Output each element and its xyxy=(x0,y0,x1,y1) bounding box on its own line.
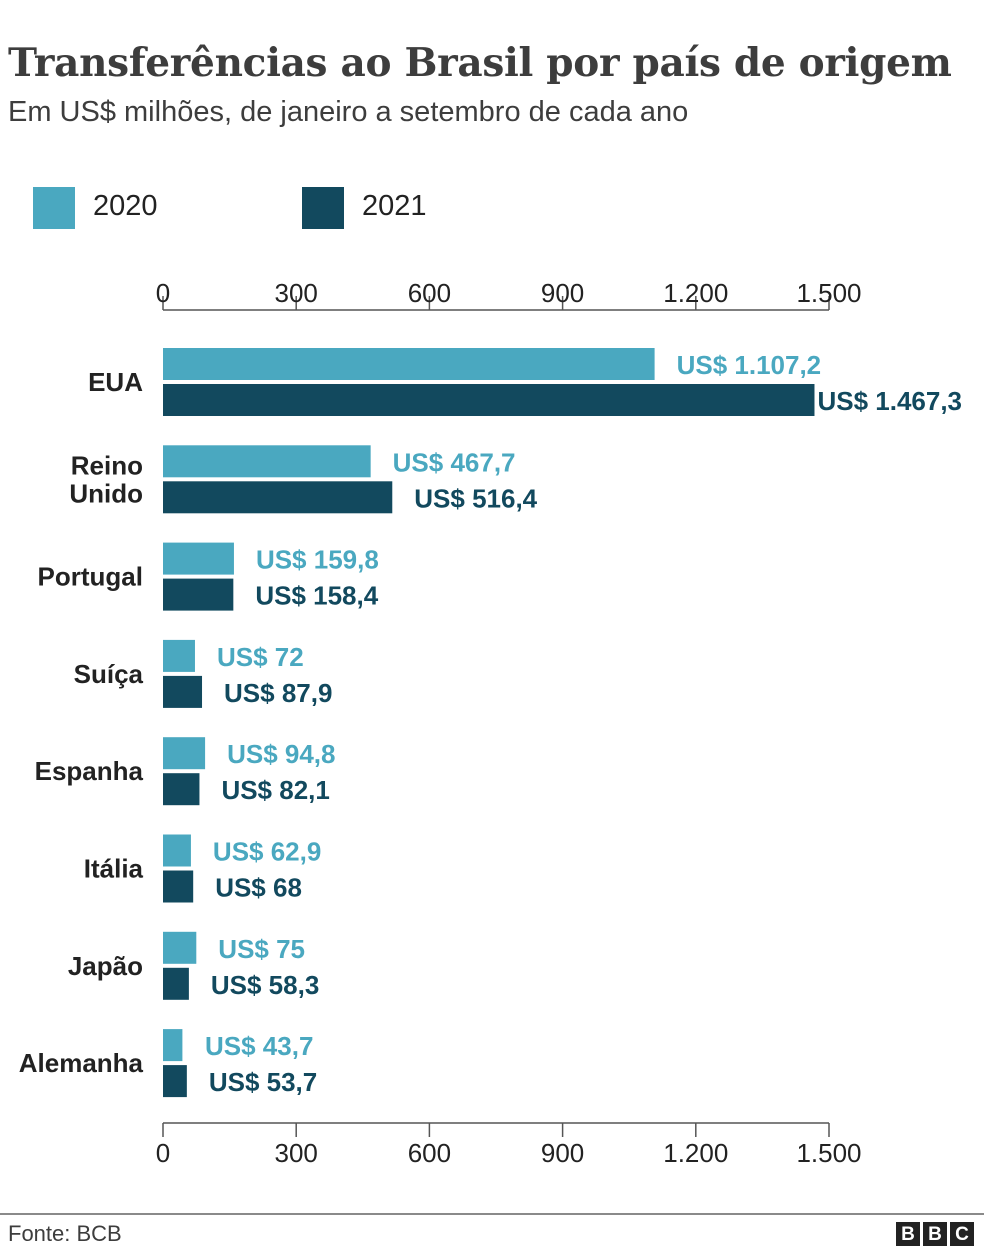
value-label-2021-1: US$ 516,4 xyxy=(414,483,537,513)
chart-subtitle: Em US$ milhões, de janeiro a setembro de… xyxy=(8,96,689,128)
value-label-2021-4: US$ 82,1 xyxy=(221,775,329,805)
bbc-logo: B B C xyxy=(896,1222,974,1246)
value-label-2021-5: US$ 68 xyxy=(215,873,302,903)
category-label-0: EUA xyxy=(88,367,143,397)
value-label-2020-3: US$ 72 xyxy=(217,642,304,672)
bar-2021-4 xyxy=(163,773,200,806)
value-label-2020-2: US$ 159,8 xyxy=(256,545,379,575)
x-tick-label-top-2: 600 xyxy=(408,278,451,308)
x-tick-label-top-4: 1.200 xyxy=(663,278,728,308)
value-label-2020-7: US$ 43,7 xyxy=(205,1031,313,1061)
legend-swatch-2020 xyxy=(33,187,75,229)
category-label-1-1: Unido xyxy=(69,478,143,508)
x-tick-label-top-0: 0 xyxy=(156,278,170,308)
value-label-2020-4: US$ 94,8 xyxy=(227,739,335,769)
x-tick-label-bottom-0: 0 xyxy=(156,1138,170,1168)
chart-title: Transferências ao Brasil por país de ori… xyxy=(8,40,952,86)
bar-2020-6 xyxy=(163,931,197,964)
value-label-2021-2: US$ 158,4 xyxy=(255,581,378,611)
bar-2020-5 xyxy=(163,834,191,867)
bar-2021-5 xyxy=(163,870,194,903)
value-label-2020-6: US$ 75 xyxy=(218,934,305,964)
category-label-6: Japão xyxy=(68,951,143,981)
bar-2021-0 xyxy=(163,384,815,416)
category-label-1-0: Reino xyxy=(71,450,143,480)
x-tick-label-top-5: 1.500 xyxy=(796,278,861,308)
x-tick-label-bottom-2: 600 xyxy=(408,1138,451,1168)
x-tick-label-top-3: 900 xyxy=(541,278,584,308)
category-label-2: Portugal xyxy=(38,562,143,592)
category-label-7: Alemanha xyxy=(19,1048,144,1078)
logo-letter-b1: B xyxy=(896,1222,920,1246)
bar-2021-6 xyxy=(163,967,189,1000)
bar-2021-7 xyxy=(163,1065,187,1098)
value-label-2021-6: US$ 58,3 xyxy=(211,970,319,1000)
logo-letter-b2: B xyxy=(923,1222,947,1246)
source-note: Fonte: BCB xyxy=(8,1221,122,1246)
legend-label-2021: 2021 xyxy=(362,190,427,222)
x-tick-label-bottom-4: 1.200 xyxy=(663,1138,728,1168)
x-tick-label-bottom-1: 300 xyxy=(275,1138,318,1168)
value-label-2020-1: US$ 467,7 xyxy=(393,447,516,477)
value-label-2021-0: US$ 1.467,3 xyxy=(817,386,962,416)
bar-2020-3 xyxy=(163,639,195,672)
logo-letter-c: C xyxy=(950,1222,974,1246)
legend-label-2020: 2020 xyxy=(93,190,158,222)
value-label-2021-3: US$ 87,9 xyxy=(224,678,332,708)
value-label-2020-0: US$ 1.107,2 xyxy=(677,350,822,380)
category-label-4: Espanha xyxy=(35,756,144,786)
bar-2020-1 xyxy=(163,445,371,478)
x-tick-label-bottom-5: 1.500 xyxy=(796,1138,861,1168)
category-label-5: Itália xyxy=(84,854,144,884)
value-label-2020-5: US$ 62,9 xyxy=(213,837,321,867)
x-tick-label-top-1: 300 xyxy=(275,278,318,308)
bar-2021-3 xyxy=(163,675,203,708)
value-label-2021-7: US$ 53,7 xyxy=(209,1067,317,1097)
category-label-3: Suíça xyxy=(74,659,144,689)
legend-swatch-2021 xyxy=(302,187,344,229)
bar-2020-0 xyxy=(163,348,655,380)
bar-2021-1 xyxy=(163,481,393,514)
bar-2020-2 xyxy=(163,542,234,575)
x-tick-label-bottom-3: 900 xyxy=(541,1138,584,1168)
footer-divider xyxy=(0,1213,984,1215)
bar-2020-4 xyxy=(163,737,206,770)
bar-2020-7 xyxy=(163,1029,183,1062)
bar-2021-2 xyxy=(163,578,234,611)
